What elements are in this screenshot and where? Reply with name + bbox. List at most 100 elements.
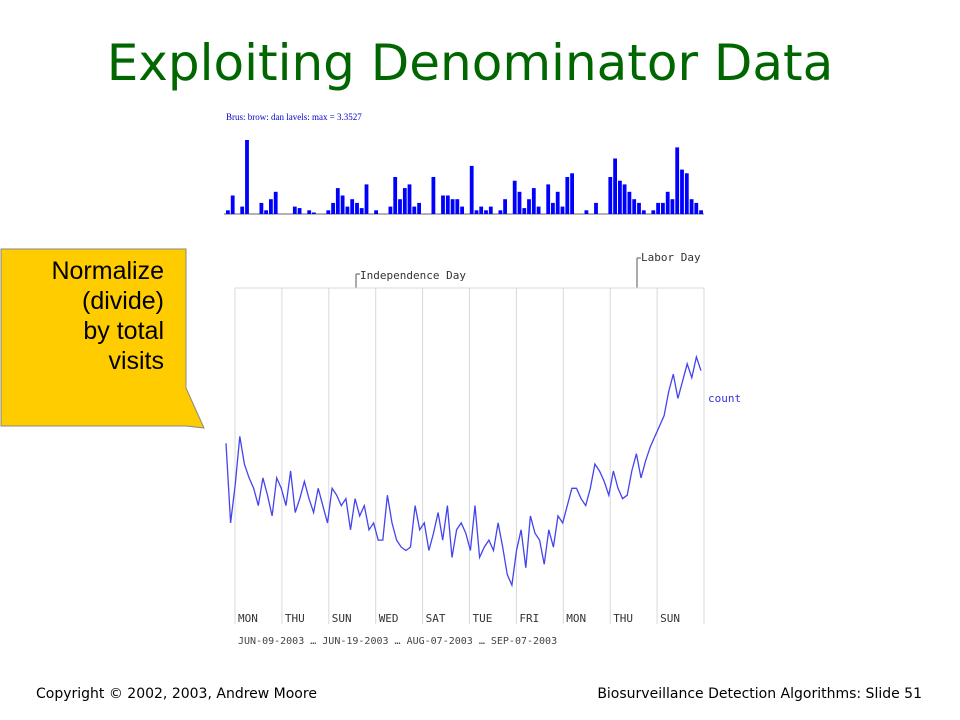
count-line-chart: Independence Day Labor Day count MON THU S…	[225, 251, 741, 647]
bar	[441, 195, 445, 214]
bar	[584, 210, 589, 214]
x-tick-label: TUE	[473, 612, 493, 625]
total-visits-bar-chart: Brus: brow: dan lavels: max = 3.3527	[224, 112, 704, 215]
bar	[551, 202, 555, 214]
bar	[431, 177, 436, 214]
annotation-independence-day: Independence Day	[360, 269, 466, 282]
bar	[240, 206, 245, 214]
bar	[312, 212, 316, 214]
bar	[536, 206, 541, 214]
bar	[527, 199, 531, 214]
annotation-labor-day: Labor Day	[641, 251, 701, 264]
bar	[412, 206, 417, 214]
bar	[307, 210, 312, 214]
bar	[651, 210, 656, 214]
bar	[350, 199, 355, 214]
bar	[230, 195, 235, 214]
bar	[331, 202, 335, 214]
bar	[335, 188, 340, 214]
bar	[546, 184, 551, 214]
bar-series	[226, 140, 703, 214]
bar	[632, 199, 637, 214]
bar	[398, 199, 402, 214]
x-tick-label: WED	[379, 612, 399, 625]
x-tick-label: THU	[613, 612, 633, 625]
bar	[675, 147, 680, 214]
line-chart-grid	[234, 287, 705, 624]
bar	[374, 210, 378, 214]
count-series-line	[225, 354, 702, 588]
bar	[326, 210, 331, 214]
x-tick-label: SUN	[332, 612, 352, 625]
bar	[641, 210, 646, 214]
bar	[297, 208, 302, 214]
bar	[517, 191, 522, 214]
bar	[479, 206, 484, 214]
bar	[608, 177, 613, 214]
bar	[531, 188, 536, 214]
x-tick-label: FRI	[519, 612, 539, 625]
bar	[273, 191, 278, 214]
bar	[484, 210, 488, 214]
bar	[656, 202, 660, 214]
bar	[292, 206, 297, 214]
bar	[474, 210, 479, 214]
bar	[665, 191, 670, 214]
bar	[627, 191, 632, 214]
callout-shape	[0, 248, 205, 429]
bar	[364, 184, 369, 214]
bar	[340, 195, 345, 214]
footer-copyright: Copyright © 2002, 2003, Andrew Moore	[36, 686, 317, 702]
bar	[417, 202, 421, 214]
bar	[613, 158, 617, 214]
bar	[345, 206, 350, 214]
callout-line: visits	[108, 347, 164, 375]
bar	[565, 177, 570, 214]
x-axis-day-ticks: MON THU SUN WED SAT TUE FRI MON THU SUN	[238, 612, 680, 625]
bar	[670, 199, 675, 214]
bar	[618, 180, 622, 214]
bar	[555, 191, 560, 214]
callout-normalize: Normalize (divide) by total visits	[0, 248, 186, 426]
bar	[393, 177, 398, 214]
bar	[388, 206, 393, 214]
bar	[455, 199, 460, 214]
footer-slide-info: Biosurveillance Detection Algorithms: Sl…	[597, 686, 922, 702]
bar	[445, 195, 450, 214]
bar	[522, 208, 527, 214]
bar	[684, 173, 689, 214]
bar	[622, 184, 627, 214]
bar	[637, 202, 641, 214]
bar	[694, 202, 699, 214]
bar	[264, 210, 268, 214]
bar	[560, 206, 565, 214]
bar	[245, 140, 249, 214]
bar	[460, 206, 464, 214]
bar	[269, 199, 273, 214]
bar	[689, 199, 694, 214]
x-tick-label: SAT	[426, 612, 446, 625]
x-tick-label: THU	[285, 612, 305, 625]
callout-line: (divide)	[82, 287, 164, 315]
bar	[359, 208, 364, 214]
bar	[661, 202, 665, 214]
bar	[699, 210, 703, 214]
bar	[570, 173, 574, 214]
callout-line: by total	[83, 317, 164, 345]
x-tick-label: MON	[566, 612, 586, 625]
bar	[469, 165, 474, 214]
series-label-count: count	[708, 392, 741, 405]
slide-title: Exploiting Denominator Data	[106, 34, 834, 92]
bar	[407, 184, 412, 214]
callout-line: Normalize	[51, 257, 164, 285]
bar-chart-caption: Brus: brow: dan lavels: max = 3.3527	[226, 112, 362, 122]
bar	[680, 169, 684, 214]
bar	[512, 180, 517, 214]
bar	[402, 188, 407, 214]
bar	[259, 202, 264, 214]
x-tick-label: MON	[238, 612, 258, 625]
bar	[594, 202, 598, 214]
bar	[488, 206, 493, 214]
bar	[355, 202, 359, 214]
x-axis-date-labels: JUN-09-2003 … JUN-19-2003 … AUG-07-2003 …	[238, 636, 557, 647]
